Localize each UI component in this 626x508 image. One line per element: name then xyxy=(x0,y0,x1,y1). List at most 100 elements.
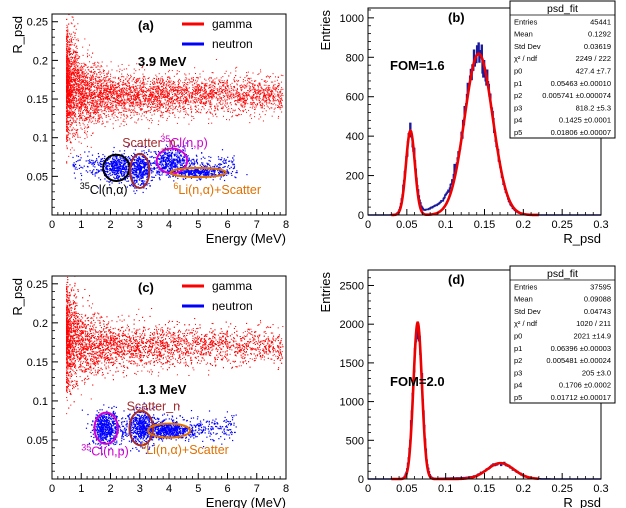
gamma-point xyxy=(71,36,73,38)
gamma-point xyxy=(229,95,231,97)
gamma-point xyxy=(195,91,197,93)
gamma-point xyxy=(121,73,123,75)
gamma-point xyxy=(170,83,172,85)
gamma-point xyxy=(107,99,109,101)
gamma-point xyxy=(86,108,88,110)
gamma-point xyxy=(68,130,70,132)
gamma-point xyxy=(259,98,261,100)
gamma-point xyxy=(181,93,183,95)
gamma-point xyxy=(233,110,235,112)
gamma-point xyxy=(214,108,216,110)
gamma-point xyxy=(91,97,93,99)
gamma-point xyxy=(167,71,169,73)
gamma-point xyxy=(71,107,73,109)
gamma-point xyxy=(100,92,102,94)
gamma-point xyxy=(92,82,94,84)
gamma-point xyxy=(90,83,92,85)
gamma-point xyxy=(68,111,70,113)
gamma-point xyxy=(73,39,75,41)
gamma-point xyxy=(209,87,211,89)
gamma-point xyxy=(100,91,102,93)
gamma-point xyxy=(105,76,107,78)
gamma-point xyxy=(73,19,75,21)
gamma-point xyxy=(275,104,277,106)
gamma-point xyxy=(127,116,129,118)
gamma-point xyxy=(197,104,199,106)
gamma-point xyxy=(233,97,235,99)
gamma-point xyxy=(191,92,193,94)
gamma-point xyxy=(66,148,68,150)
gamma-point xyxy=(184,90,186,92)
gamma-point xyxy=(203,93,205,95)
gamma-point xyxy=(143,99,145,101)
gamma-point xyxy=(73,99,75,101)
gamma-point xyxy=(280,90,282,92)
gamma-point xyxy=(72,57,74,59)
gamma-point xyxy=(76,47,78,49)
gamma-point xyxy=(169,97,171,99)
gamma-point xyxy=(66,63,68,65)
gamma-point xyxy=(79,102,81,104)
gamma-point xyxy=(136,102,138,104)
gamma-point xyxy=(144,95,146,97)
gamma-point xyxy=(265,98,267,100)
gamma-point xyxy=(111,94,113,96)
gamma-point xyxy=(110,84,112,86)
gamma-point xyxy=(208,85,210,87)
gamma-point xyxy=(141,86,143,88)
gamma-point xyxy=(242,85,244,87)
gamma-point xyxy=(103,102,105,104)
gamma-point xyxy=(132,105,134,107)
gamma-point xyxy=(96,104,98,106)
gamma-point xyxy=(164,89,166,91)
gamma-point xyxy=(161,103,163,105)
gamma-point xyxy=(66,90,68,92)
gamma-point xyxy=(76,83,78,85)
gamma-point xyxy=(244,77,246,79)
gamma-point xyxy=(230,86,232,88)
gamma-point xyxy=(221,80,223,82)
gamma-point xyxy=(107,72,109,74)
gamma-point xyxy=(236,114,238,116)
gamma-point xyxy=(180,86,182,88)
gamma-point xyxy=(168,94,170,96)
gamma-point xyxy=(149,110,151,112)
gamma-point xyxy=(140,90,142,92)
gamma-point xyxy=(68,106,70,108)
gamma-point xyxy=(70,77,72,79)
gamma-point xyxy=(101,111,103,113)
gamma-point xyxy=(66,18,68,20)
gamma-point xyxy=(223,95,225,97)
gamma-point xyxy=(110,109,112,111)
gamma-point xyxy=(148,127,150,129)
gamma-point xyxy=(279,92,281,94)
gamma-point xyxy=(179,104,181,106)
gamma-point xyxy=(113,85,115,87)
gamma-point xyxy=(192,88,194,90)
gamma-point xyxy=(229,97,231,99)
gamma-point xyxy=(70,120,72,122)
gamma-point xyxy=(69,47,71,49)
gamma-point xyxy=(67,35,69,37)
gamma-point xyxy=(92,63,94,65)
gamma-point xyxy=(138,103,140,105)
gamma-point xyxy=(66,54,68,56)
gamma-point xyxy=(232,95,234,97)
gamma-point xyxy=(184,85,186,87)
gamma-point xyxy=(120,91,122,93)
gamma-point xyxy=(68,81,70,83)
gamma-point xyxy=(115,107,117,109)
gamma-point xyxy=(78,89,80,91)
gamma-point xyxy=(132,78,134,80)
gamma-point xyxy=(162,80,164,82)
gamma-point xyxy=(66,108,68,110)
gamma-point xyxy=(279,95,281,97)
gamma-point xyxy=(145,97,147,99)
gamma-point xyxy=(72,88,74,90)
gamma-point xyxy=(122,101,124,103)
gamma-point xyxy=(90,66,92,68)
gamma-point xyxy=(66,122,68,124)
gamma-point xyxy=(103,106,105,108)
gamma-point xyxy=(123,125,125,127)
gamma-point xyxy=(200,94,202,96)
